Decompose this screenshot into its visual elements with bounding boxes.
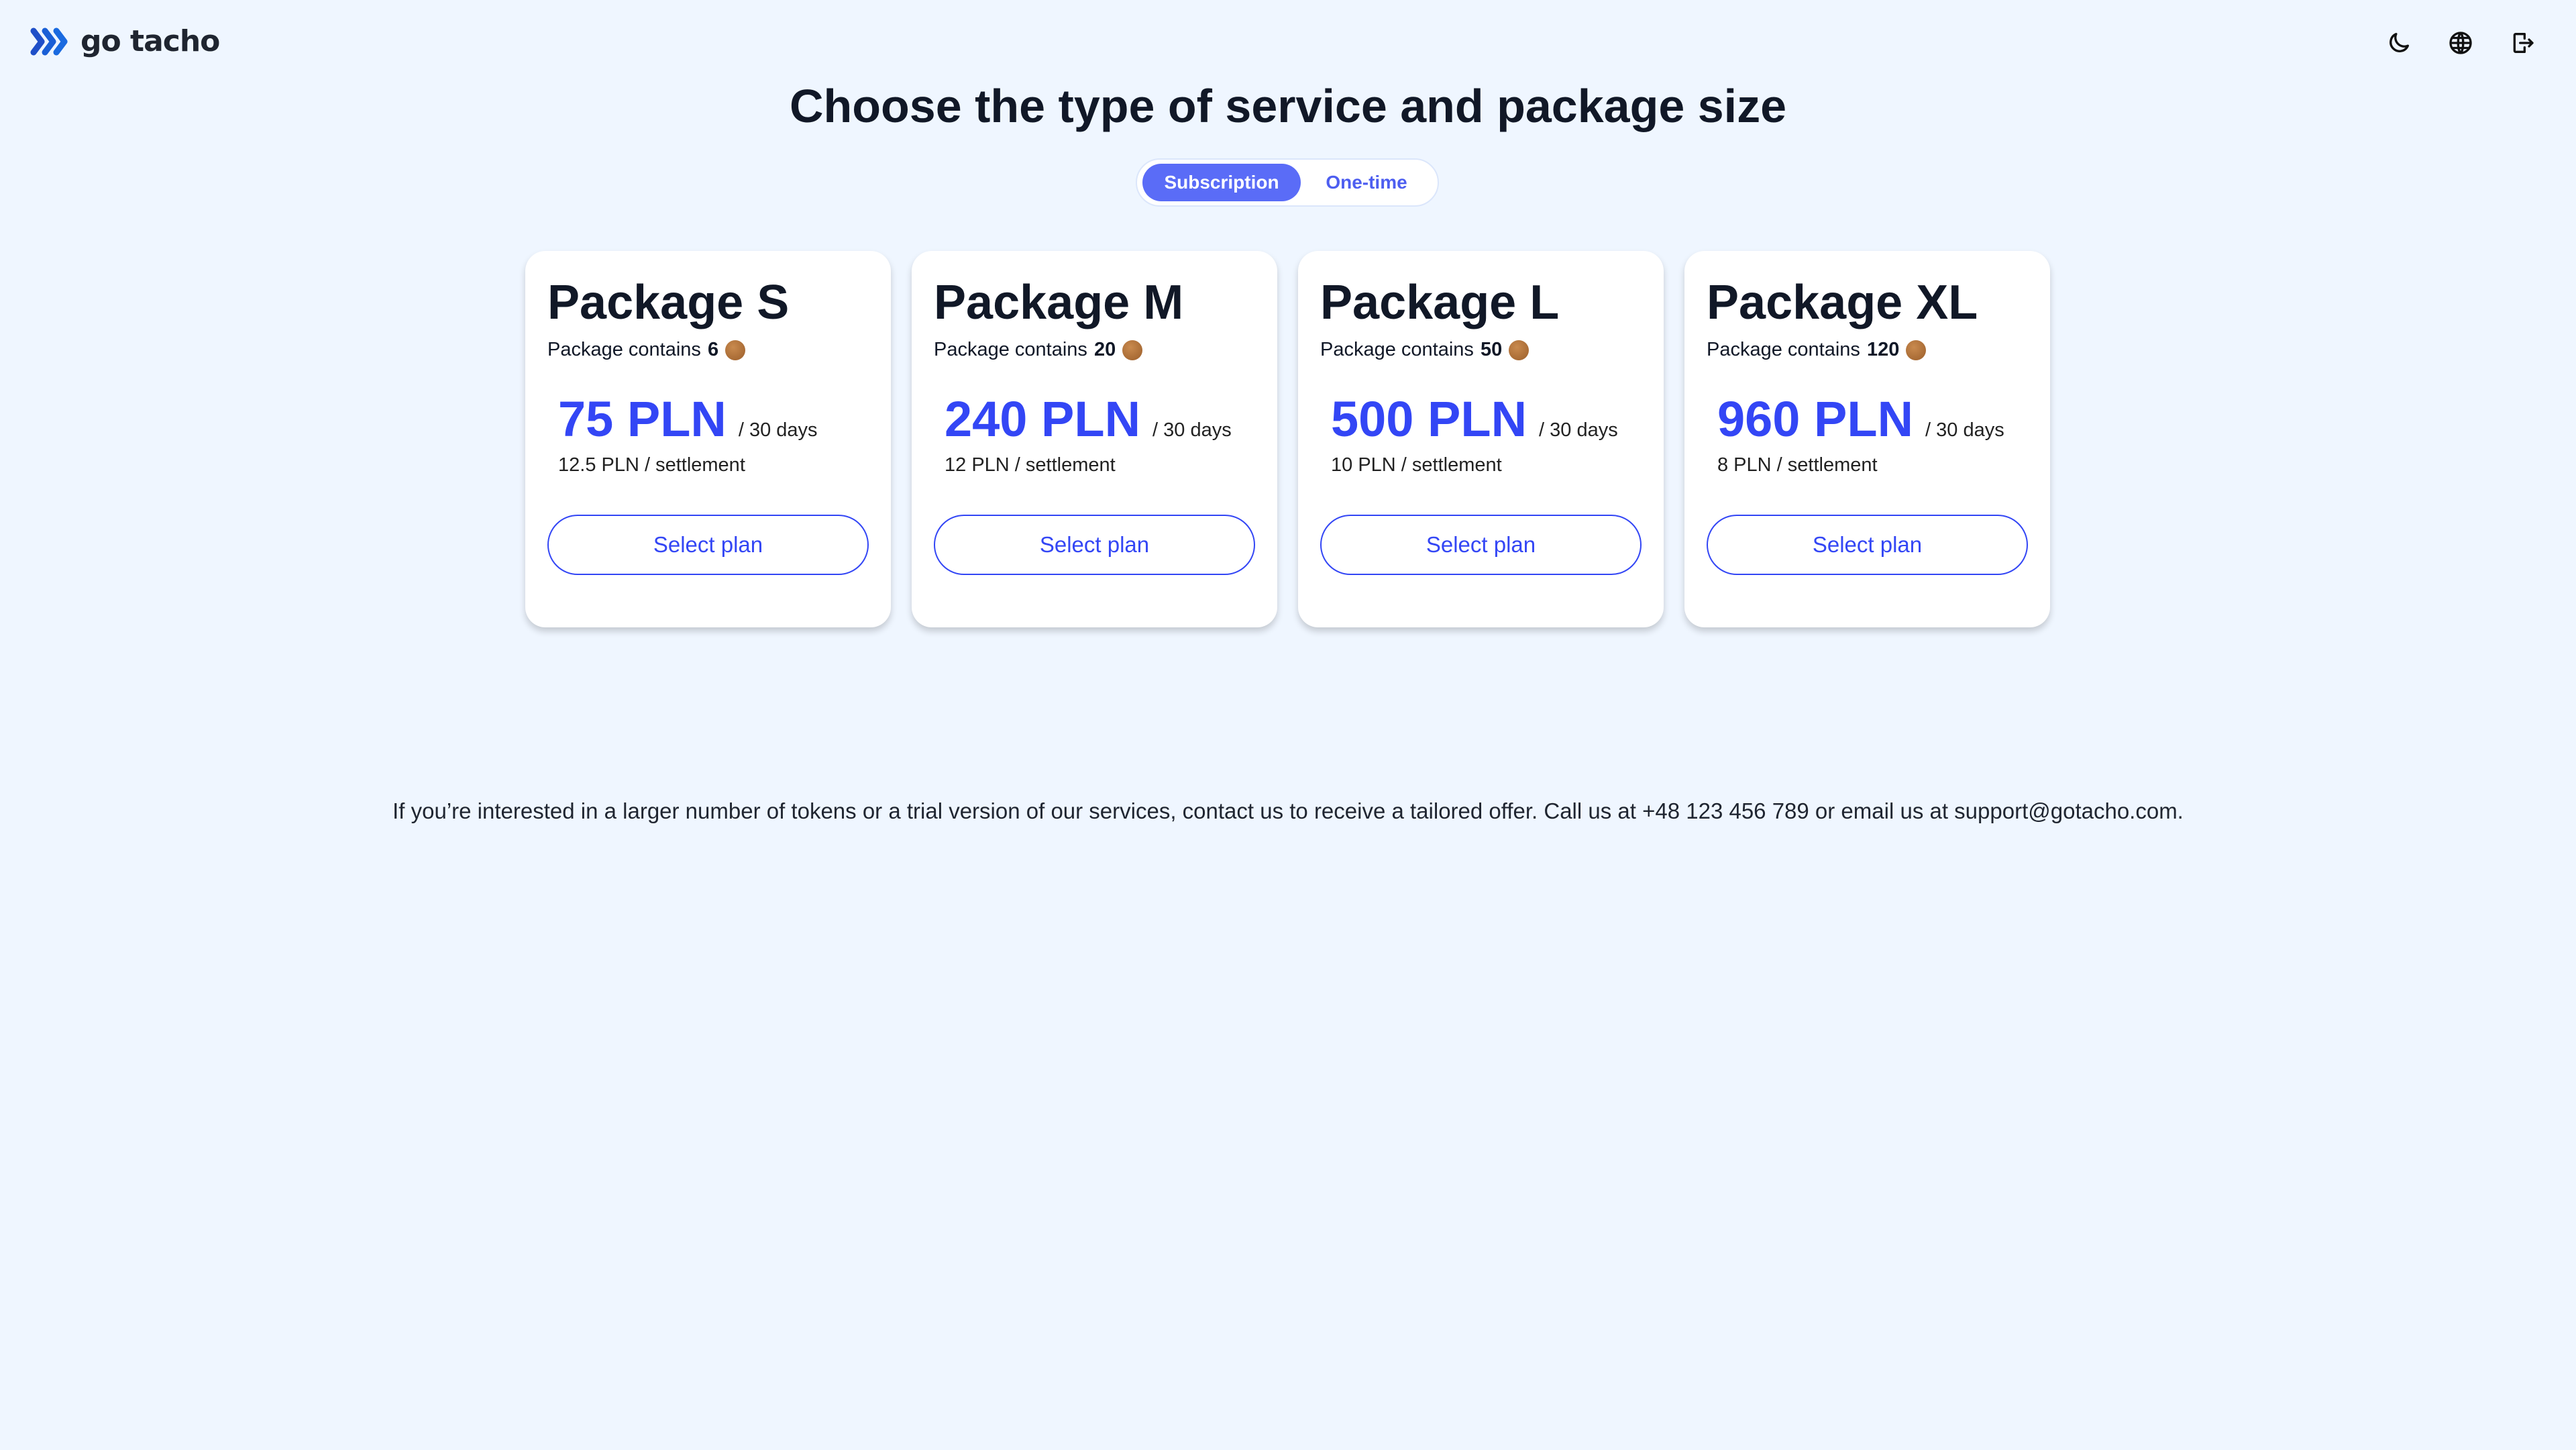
globe-icon[interactable] (2447, 30, 2474, 56)
contains-label: Package contains (547, 339, 701, 361)
price-period: / 30 days (738, 419, 818, 442)
chevrons-logo-icon (30, 28, 68, 55)
price-per-settlement: 10 PLN / settlement (1331, 454, 1502, 476)
toggle-one-time[interactable]: One-time (1326, 172, 1407, 193)
token-coin-icon (1122, 340, 1143, 360)
price-per-settlement: 12 PLN / settlement (945, 454, 1116, 476)
token-count: 20 (1093, 339, 1116, 361)
price-period: / 30 days (1539, 419, 1618, 442)
logo-text: go tacho (80, 24, 220, 58)
page-title: Choose the type of service and package s… (789, 80, 1787, 132)
logout-icon[interactable] (2509, 30, 2536, 56)
package-name: Package M (934, 276, 1184, 329)
package-price: 75 PLN (558, 391, 727, 448)
price-period: / 30 days (1152, 419, 1232, 442)
token-count: 120 (1866, 339, 1900, 361)
contains-label: Package contains (1707, 339, 1860, 361)
token-coin-icon (1906, 340, 1927, 360)
package-contains: Package contains 120 (1707, 339, 2028, 361)
service-type-toggle: Subscription One-time (1136, 158, 1439, 207)
package-card: Package S Package contains 6 75 PLN / 30… (525, 251, 891, 627)
select-plan-button[interactable]: Select plan (934, 515, 1255, 575)
price-per-settlement: 8 PLN / settlement (1717, 454, 1878, 476)
token-coin-icon (725, 340, 746, 360)
package-price: 240 PLN (945, 391, 1141, 448)
token-coin-icon (1509, 340, 1529, 360)
package-card: Package M Package contains 20 240 PLN / … (912, 251, 1277, 627)
package-contains: Package contains 20 (934, 339, 1255, 361)
select-plan-button[interactable]: Select plan (1320, 515, 1642, 575)
logo[interactable]: go tacho (30, 24, 220, 58)
package-contains: Package contains 6 (547, 339, 869, 361)
price-per-settlement: 12.5 PLN / settlement (558, 454, 745, 476)
package-price: 500 PLN (1331, 391, 1527, 448)
select-plan-button[interactable]: Select plan (547, 515, 869, 575)
token-count: 6 (707, 339, 719, 361)
contains-label: Package contains (1320, 339, 1474, 361)
package-name: Package S (547, 276, 790, 329)
price-period: / 30 days (1925, 419, 2004, 442)
toggle-subscription[interactable]: Subscription (1142, 164, 1301, 201)
token-count: 50 (1480, 339, 1503, 361)
package-price: 960 PLN (1717, 391, 1914, 448)
package-name: Package L (1320, 276, 1560, 329)
package-card: Package XL Package contains 120 960 PLN … (1684, 251, 2050, 627)
package-contains: Package contains 50 (1320, 339, 1642, 361)
package-name: Package XL (1707, 276, 1978, 329)
contact-info-text: If you’re interested in a larger number … (392, 798, 2184, 823)
contains-label: Package contains (934, 339, 1087, 361)
select-plan-button[interactable]: Select plan (1707, 515, 2028, 575)
package-card: Package L Package contains 50 500 PLN / … (1298, 251, 1664, 627)
moon-icon[interactable] (2385, 30, 2412, 56)
